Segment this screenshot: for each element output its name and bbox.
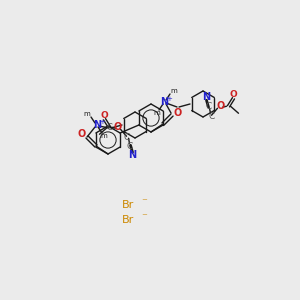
Text: ⁻: ⁻: [141, 212, 147, 222]
Text: m: m: [154, 110, 160, 116]
Text: N: N: [93, 120, 101, 130]
Text: +: +: [166, 96, 172, 102]
Text: O: O: [100, 111, 108, 120]
Text: Br: Br: [122, 200, 134, 210]
Text: m: m: [100, 133, 107, 139]
Text: C: C: [126, 142, 133, 151]
Text: O: O: [216, 101, 225, 111]
Text: N: N: [202, 92, 211, 102]
Text: Br: Br: [122, 215, 134, 225]
Text: ⁻: ⁻: [141, 197, 147, 207]
Text: +: +: [99, 119, 105, 125]
Text: O: O: [78, 129, 86, 139]
Text: C: C: [208, 112, 214, 121]
Text: O: O: [174, 108, 182, 118]
Text: N: N: [128, 150, 136, 160]
Text: C: C: [123, 133, 130, 142]
Text: O: O: [113, 122, 122, 132]
Text: C: C: [106, 123, 112, 132]
Text: C: C: [206, 102, 212, 111]
Text: m: m: [171, 88, 177, 94]
Text: O: O: [230, 90, 237, 99]
Text: m: m: [84, 111, 90, 117]
Text: N: N: [160, 97, 168, 107]
